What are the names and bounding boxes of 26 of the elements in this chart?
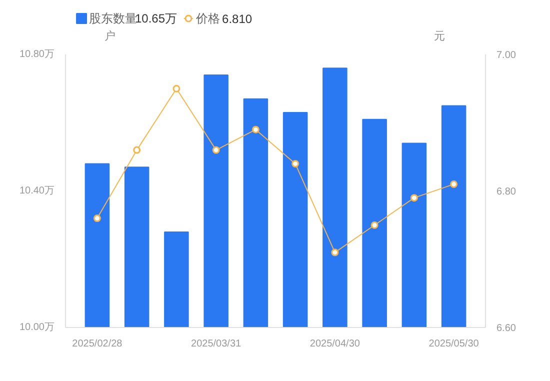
point — [370, 221, 378, 229]
point — [292, 160, 300, 168]
y2-tick-label: 6.80 — [496, 186, 516, 198]
point — [331, 248, 339, 256]
point — [93, 214, 101, 222]
point — [252, 126, 260, 134]
legend-label: 价格 — [195, 12, 220, 26]
y2-tick-label: 7.00 — [496, 50, 516, 61]
text: 6.810 — [222, 12, 252, 26]
x-tick-label: 2025/03/31 — [191, 338, 242, 350]
point — [212, 146, 220, 154]
point — [450, 180, 458, 188]
x-tick-label: 2025/05/30 — [428, 338, 480, 350]
legend-label: 股东数量 — [89, 12, 138, 26]
y-tick-label: 10.80万 — [19, 49, 55, 60]
text: 10.65万 — [134, 12, 178, 26]
x-tick-label: 2025/04/30 — [310, 338, 360, 350]
point — [172, 84, 180, 92]
y-axis-title: 户 — [104, 30, 116, 42]
point — [410, 194, 418, 202]
y2-axis-title: 元 — [434, 30, 446, 42]
x-tick-label: 2025/02/28 — [72, 338, 123, 350]
point — [133, 146, 141, 154]
y-tick-label: 10.00万 — [19, 322, 55, 333]
y-tick-label: 10.40万 — [19, 186, 55, 196]
y2-tick-label: 6.60 — [496, 323, 516, 334]
